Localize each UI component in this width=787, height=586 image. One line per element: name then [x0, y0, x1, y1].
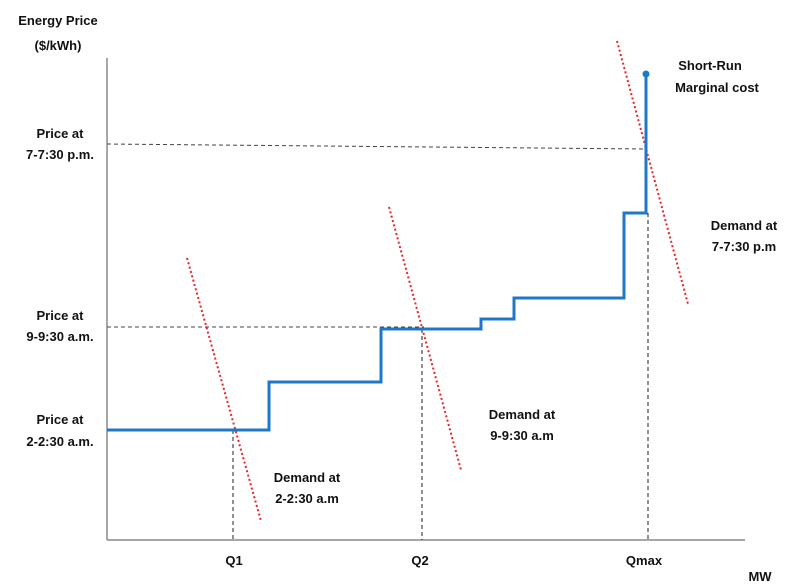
y-axis-title-line2: ($/kWh): [35, 38, 82, 53]
price-label-evening-line1: Price at: [37, 126, 85, 141]
supply-label-line2: Marginal cost: [675, 80, 759, 95]
x-tick-qmax: Qmax: [626, 553, 663, 568]
demand-label-evening-line2: 7-7:30 p.m: [712, 239, 776, 254]
supply-curve-steps: [107, 74, 648, 432]
x-tick-q2: Q2: [411, 553, 428, 568]
demand-curve-morning: [388, 206, 462, 471]
demand-label-night-line2: 2-2:30 a.m: [275, 491, 339, 506]
price-guide-evening: [106, 143, 647, 150]
demand-label-night-line1: Demand at: [274, 470, 341, 485]
price-label-evening-line2: 7-7:30 p.m.: [26, 147, 94, 162]
demand-curve-evening: [616, 40, 689, 305]
x-axis-unit: MW: [748, 569, 772, 584]
price-label-morning-line1: Price at: [37, 308, 85, 323]
demand-label-evening-line1: Demand at: [711, 218, 778, 233]
price-label-night-line1: Price at: [37, 412, 85, 427]
demand-label-morning-line1: Demand at: [489, 407, 556, 422]
demand-curve-night: [186, 257, 262, 522]
x-tick-q1: Q1: [225, 553, 242, 568]
demand-label-morning-line2: 9-9:30 a.m: [490, 428, 554, 443]
y-axis-title-line1: Energy Price: [18, 13, 98, 28]
supply-curve-endpoint: [642, 70, 650, 78]
price-label-night-line2: 2-2:30 a.m.: [26, 434, 93, 449]
supply-label-line1: Short-Run: [678, 58, 742, 73]
price-label-morning-line2: 9-9:30 a.m.: [26, 329, 93, 344]
